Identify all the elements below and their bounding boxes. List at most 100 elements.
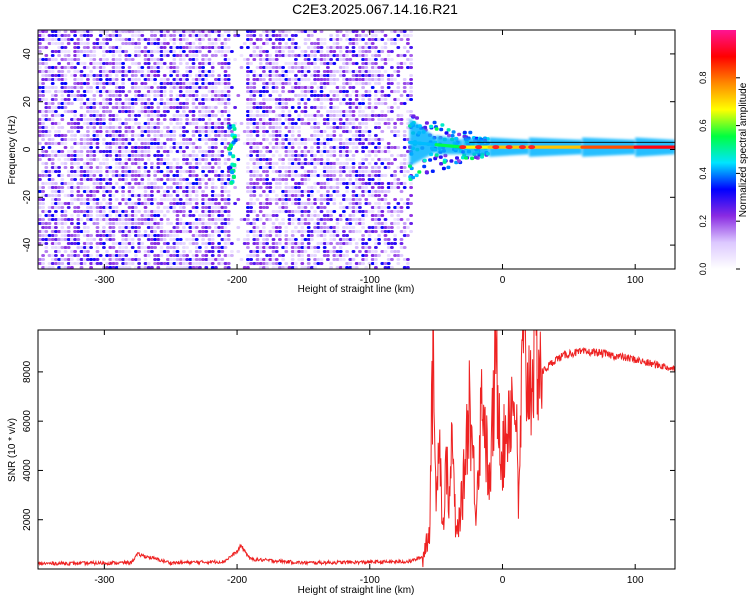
heatmap-cell <box>316 106 321 109</box>
heatmap-cell <box>223 78 228 81</box>
heatmap-cell <box>399 114 404 117</box>
heatmap-cell <box>332 134 337 137</box>
heatmap-cell <box>290 90 295 93</box>
heatmap-cell <box>258 90 263 93</box>
heatmap-cell <box>162 42 167 45</box>
heatmap-cell <box>249 94 253 97</box>
heatmap-cell <box>377 54 381 57</box>
heatmap-cell <box>194 194 199 197</box>
heatmap-cell <box>194 190 199 193</box>
heatmap-cell <box>86 186 90 189</box>
heatmap-cell <box>118 86 122 89</box>
heatmap-cell <box>121 110 125 113</box>
heatmap-cell <box>255 146 260 149</box>
heatmap-cell <box>351 238 356 241</box>
heatmap-cell <box>92 74 97 77</box>
heatmap-cell <box>54 134 58 137</box>
heatmap-cell <box>102 242 106 245</box>
heatmap-cell <box>306 198 311 201</box>
heatmap-cell <box>268 70 273 73</box>
heatmap-cell <box>178 82 183 85</box>
heatmap-cell <box>223 134 228 137</box>
heatmap-cell <box>185 254 189 257</box>
heatmap-cell <box>271 126 276 129</box>
heatmap-cell <box>361 110 365 113</box>
heatmap-cell <box>290 214 295 217</box>
heatmap-cell <box>134 94 138 97</box>
heatmap-cell <box>338 250 343 253</box>
heatmap-cell <box>182 38 186 41</box>
heatmap-cell <box>89 146 93 149</box>
heatmap-cell <box>44 230 49 233</box>
heatmap-cell <box>396 46 401 49</box>
heatmap-cell <box>290 78 295 81</box>
heatmap-cell <box>262 94 266 97</box>
heatmap-cell <box>367 82 372 85</box>
heatmap-cell <box>210 62 215 65</box>
heatmap-cell <box>326 138 330 141</box>
heatmap-cell <box>274 62 279 65</box>
heatmap-cell <box>246 98 250 101</box>
heatmap-cell <box>396 90 401 93</box>
heatmap-cell <box>313 90 317 93</box>
heatmap-cell <box>204 134 209 137</box>
heatmap-cell <box>38 34 42 37</box>
heatmap-cell <box>156 102 161 105</box>
heatmap-cell <box>367 162 372 165</box>
heatmap-cell <box>194 46 199 49</box>
heatmap-cell <box>393 130 397 133</box>
heatmap-cell <box>57 66 61 69</box>
heatmap-cell <box>358 70 362 73</box>
heatmap-cell <box>303 102 308 105</box>
heatmap-cell <box>204 194 209 197</box>
heatmap-cell <box>159 50 164 53</box>
heatmap-cell <box>98 78 103 81</box>
heatmap-cell <box>92 110 97 113</box>
heatmap-cell <box>316 50 321 53</box>
heatmap-cell <box>396 146 401 149</box>
heatmap-cell <box>63 146 68 149</box>
heatmap-cell <box>329 62 333 65</box>
heatmap-cell <box>79 94 84 97</box>
heatmap-cell <box>338 102 343 105</box>
heatmap-cell <box>204 74 209 77</box>
heatmap-cell <box>396 262 401 265</box>
heatmap-cell <box>201 70 205 73</box>
heatmap-cell <box>278 38 282 41</box>
heatmap-cell <box>92 42 97 45</box>
heatmap-cell <box>297 78 301 81</box>
heatmap-cell <box>169 98 173 101</box>
heatmap-cell <box>118 158 122 161</box>
heatmap-cell <box>44 66 49 69</box>
heatmap-cell <box>226 34 231 37</box>
heatmap-cell <box>191 146 196 149</box>
heatmap-cell <box>105 30 109 33</box>
heatmap-cell <box>156 150 161 153</box>
heatmap-cell <box>108 178 113 181</box>
heatmap-cell <box>63 82 68 85</box>
heatmap-cell <box>105 90 109 93</box>
heatmap-cell <box>255 130 260 133</box>
heatmap-cell <box>297 142 301 145</box>
heatmap-cell <box>364 242 369 245</box>
heatmap-cell <box>220 98 225 101</box>
heatmap-cell <box>194 50 199 53</box>
heatmap-cell <box>98 70 103 73</box>
heatmap-cell <box>169 66 173 69</box>
heatmap-cell <box>63 138 68 141</box>
heatmap-cell <box>47 118 52 121</box>
heatmap-cell <box>223 38 228 41</box>
heatmap-cell <box>220 54 225 57</box>
heatmap-cell <box>329 74 333 77</box>
heatmap-cell <box>210 182 215 185</box>
heatmap-cell <box>342 46 346 49</box>
heatmap-cell <box>137 258 141 261</box>
heatmap-cell <box>326 98 330 101</box>
heatmap-cell <box>316 142 321 145</box>
heatmap-cell <box>322 58 327 61</box>
heatmap-cell <box>118 50 122 53</box>
heatmap-cell <box>182 130 186 133</box>
heatmap-cell <box>143 86 148 89</box>
heatmap-cell <box>249 134 253 137</box>
heatmap-cell <box>227 166 231 170</box>
